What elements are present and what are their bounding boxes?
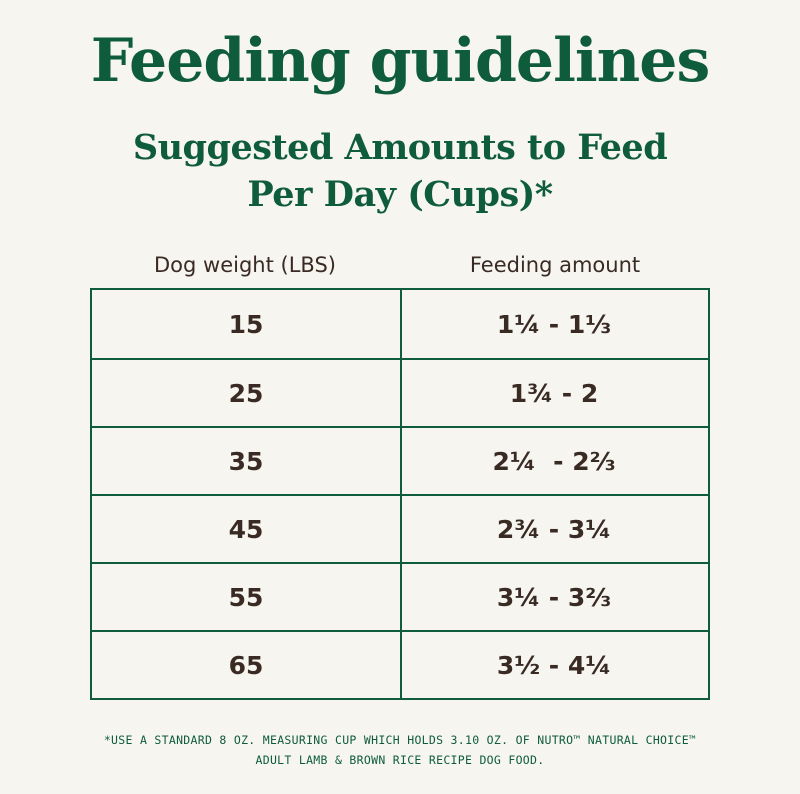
table-row: 45 2¾ - 3¼ xyxy=(92,494,708,562)
column-divider xyxy=(400,564,402,630)
subtitle-line-1: Suggested Amounts to Feed xyxy=(132,127,668,168)
column-divider xyxy=(400,360,402,426)
subtitle-line-2: Per Day (Cups)* xyxy=(247,174,553,215)
page-title: Feeding guidelines xyxy=(90,26,711,96)
weight-cell: 55 xyxy=(228,582,264,612)
table-row: 65 3½ - 4¼ xyxy=(92,630,708,698)
weight-cell: 25 xyxy=(228,378,264,408)
column-divider xyxy=(400,496,402,562)
weight-cell: 35 xyxy=(228,446,264,476)
column-header-feeding-amount: Feeding amount xyxy=(469,253,641,277)
amount-cell: 2¾ - 3¼ xyxy=(496,514,612,544)
weight-cell: 45 xyxy=(228,514,264,544)
footnote-line-1: *USE A STANDARD 8 OZ. MEASURING CUP WHIC… xyxy=(103,733,697,747)
weight-cell: 15 xyxy=(228,309,264,339)
column-header-dog-weight: Dog weight (LBS) xyxy=(154,253,336,277)
column-divider xyxy=(400,632,402,698)
column-divider xyxy=(400,290,402,358)
column-divider xyxy=(400,428,402,494)
weight-cell: 65 xyxy=(228,650,264,680)
amount-cell: 3¼ - 3⅔ xyxy=(496,582,612,612)
amount-cell: 3½ - 4¼ xyxy=(496,650,612,680)
amount-cell: 2¼ - 2⅔ xyxy=(492,446,616,476)
table-row: 15 1¼ - 1⅓ xyxy=(92,290,708,358)
footnote-line-2: ADULT LAMB & BROWN RICE RECIPE DOG FOOD. xyxy=(255,753,545,767)
table-row: 55 3¼ - 3⅔ xyxy=(92,562,708,630)
feeding-table: 15 1¼ - 1⅓ 25 1¾ - 2 35 2¼ - 2⅔ 45 2¾ - … xyxy=(90,288,710,700)
amount-cell: 1¾ - 2 xyxy=(509,378,599,408)
table-row: 35 2¼ - 2⅔ xyxy=(92,426,708,494)
amount-cell: 1¼ - 1⅓ xyxy=(496,309,612,339)
table-row: 25 1¾ - 2 xyxy=(92,358,708,426)
